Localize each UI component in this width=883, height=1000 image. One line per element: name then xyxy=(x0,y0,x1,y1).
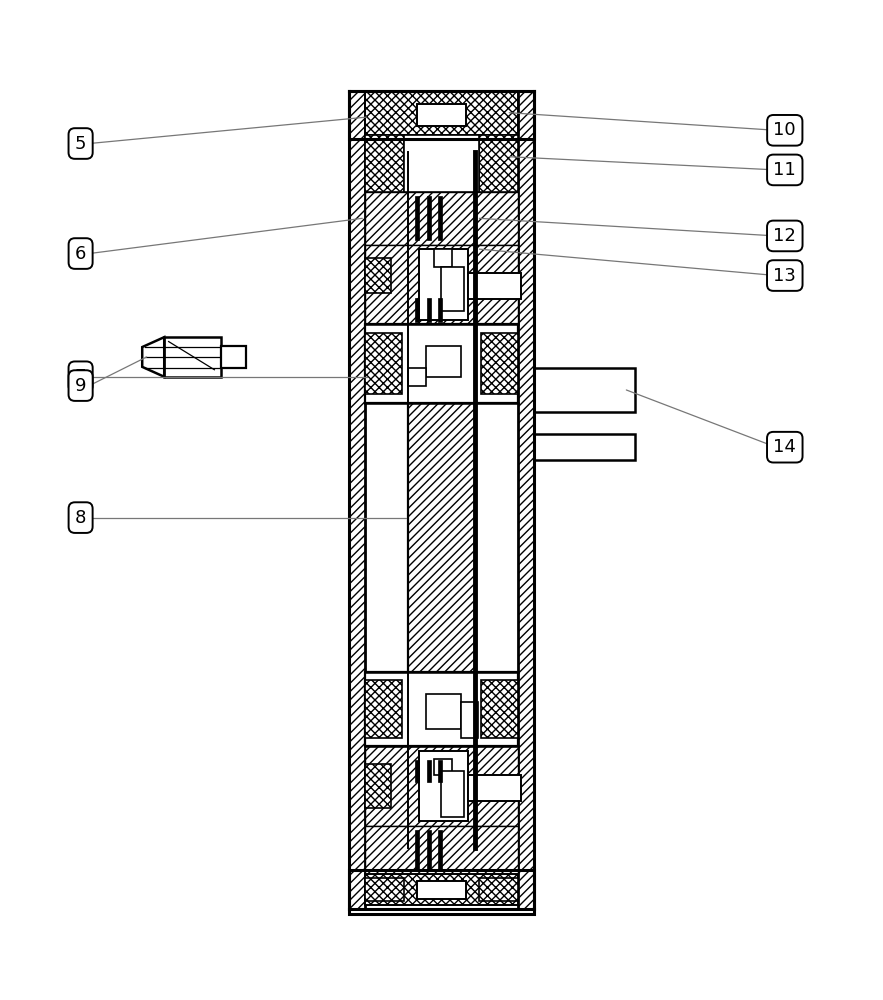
Bar xyxy=(461,702,479,738)
Bar xyxy=(438,760,442,782)
Bar xyxy=(442,267,464,311)
Bar xyxy=(404,135,479,192)
Bar xyxy=(426,830,431,870)
Bar xyxy=(365,324,518,403)
Bar xyxy=(438,298,442,322)
Bar xyxy=(415,830,419,870)
Bar xyxy=(365,333,402,394)
Bar xyxy=(438,830,442,870)
Bar xyxy=(419,249,468,320)
Bar xyxy=(365,192,518,245)
Bar xyxy=(365,245,518,324)
Text: 11: 11 xyxy=(774,161,796,179)
Bar xyxy=(415,196,419,240)
Text: 7: 7 xyxy=(75,368,87,386)
Bar xyxy=(365,764,391,808)
Bar xyxy=(415,298,419,322)
Text: 8: 8 xyxy=(75,509,87,527)
Bar xyxy=(365,135,404,192)
Bar xyxy=(222,346,246,368)
Bar xyxy=(365,874,518,905)
Text: 5: 5 xyxy=(75,135,87,153)
Bar xyxy=(426,298,431,322)
Bar xyxy=(349,870,534,914)
Bar xyxy=(426,760,431,782)
Bar xyxy=(408,152,475,848)
Bar xyxy=(442,771,464,817)
Bar xyxy=(534,434,635,460)
Text: 14: 14 xyxy=(774,438,796,456)
Bar xyxy=(534,368,635,412)
Bar xyxy=(479,878,518,901)
Bar xyxy=(419,751,468,821)
Bar xyxy=(481,333,518,394)
Text: 12: 12 xyxy=(774,227,796,245)
Bar xyxy=(479,135,518,192)
Bar xyxy=(365,826,518,874)
Bar xyxy=(365,680,402,738)
Text: 13: 13 xyxy=(774,267,796,285)
Bar xyxy=(365,878,404,901)
Bar xyxy=(518,91,534,909)
Bar xyxy=(417,104,466,126)
Bar xyxy=(349,91,534,139)
Bar xyxy=(349,91,365,909)
Bar xyxy=(415,760,419,782)
Text: 10: 10 xyxy=(774,121,796,139)
Bar xyxy=(417,881,466,899)
Polygon shape xyxy=(142,337,164,377)
Text: 6: 6 xyxy=(75,245,87,263)
Bar xyxy=(408,368,426,386)
Bar xyxy=(468,775,521,801)
Bar xyxy=(426,346,461,377)
Bar xyxy=(468,273,521,299)
Bar xyxy=(365,91,518,135)
Bar xyxy=(365,258,391,293)
Bar xyxy=(164,337,222,377)
Bar xyxy=(365,746,518,826)
Bar xyxy=(426,196,431,240)
Bar xyxy=(434,249,452,267)
Bar xyxy=(438,196,442,240)
Bar xyxy=(365,672,518,746)
Text: 9: 9 xyxy=(75,377,87,395)
Bar xyxy=(426,694,461,729)
Bar xyxy=(481,680,518,738)
Bar xyxy=(434,759,452,775)
